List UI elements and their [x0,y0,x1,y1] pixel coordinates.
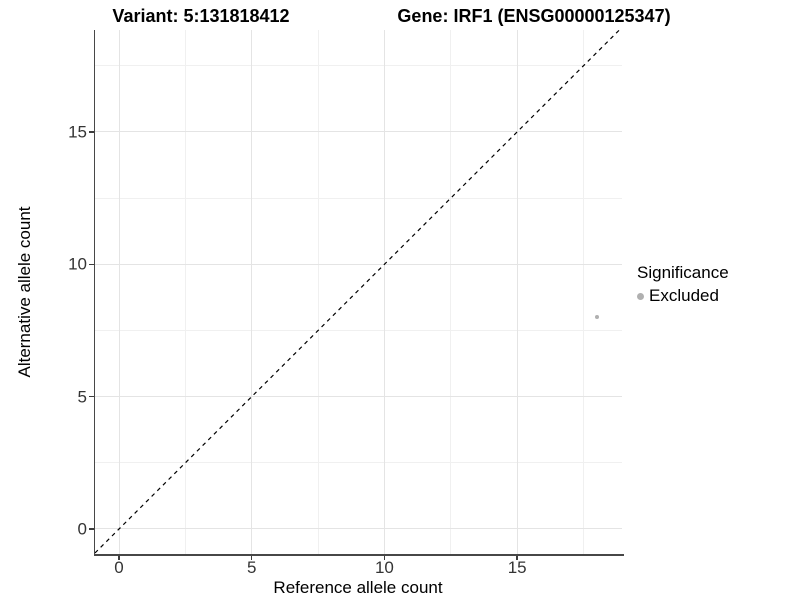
y-axis-line [93,30,96,556]
y-tick-label: 0 [77,519,87,539]
legend-item: Excluded [637,286,729,306]
legend-key-dot [637,292,644,300]
y-tick-label: 10 [68,254,87,274]
x-tick-label: 5 [246,558,257,577]
gene-title: Gene: IRF1 (ENSG00000125347) [397,6,671,26]
legend-items: Excluded [637,286,729,306]
y-tick-mark [89,395,94,398]
y-minor-gridline [95,65,622,67]
y-minor-gridline [95,197,622,199]
legend-item-label: Excluded [649,286,719,305]
y-tick-mark [89,528,94,530]
y-axis-title: Alternative allele count [15,206,34,378]
x-tick-label: 10 [374,558,394,577]
y-tick-label: 5 [77,387,87,407]
x-axis-line [93,554,624,556]
x-major-gridline [516,30,518,554]
x-tick-label: 0 [114,558,124,577]
x-major-gridline [251,30,253,554]
data-point [594,314,600,320]
y-minor-gridline [95,329,622,331]
x-tick-label: 15 [507,558,527,577]
x-axis-title: Reference allele count [273,578,443,597]
legend-title: Significance [637,263,729,282]
legend: Significance Excluded [637,263,729,306]
y-major-gridline [95,396,622,398]
variant-title: Variant: 5:131818412 [112,6,290,26]
y-major-gridline [95,528,622,530]
x-tick-mark [250,555,253,561]
x-tick-mark [383,555,386,561]
x-minor-gridline [583,30,584,554]
x-major-gridline [383,30,385,554]
plot-panel [94,29,622,554]
y-minor-gridline [95,462,622,464]
x-tick-mark [516,555,518,561]
x-major-gridline [118,30,120,554]
x-minor-gridline [317,30,319,554]
x-tick-mark [118,555,120,561]
y-tick-label: 15 [68,122,87,142]
x-minor-gridline [184,30,186,554]
y-tick-mark [89,263,94,266]
y-major-gridline [95,263,622,265]
identity-reference-line [94,29,620,554]
y-tick-mark [89,131,94,133]
x-minor-gridline [450,30,452,554]
y-major-gridline [95,131,622,133]
